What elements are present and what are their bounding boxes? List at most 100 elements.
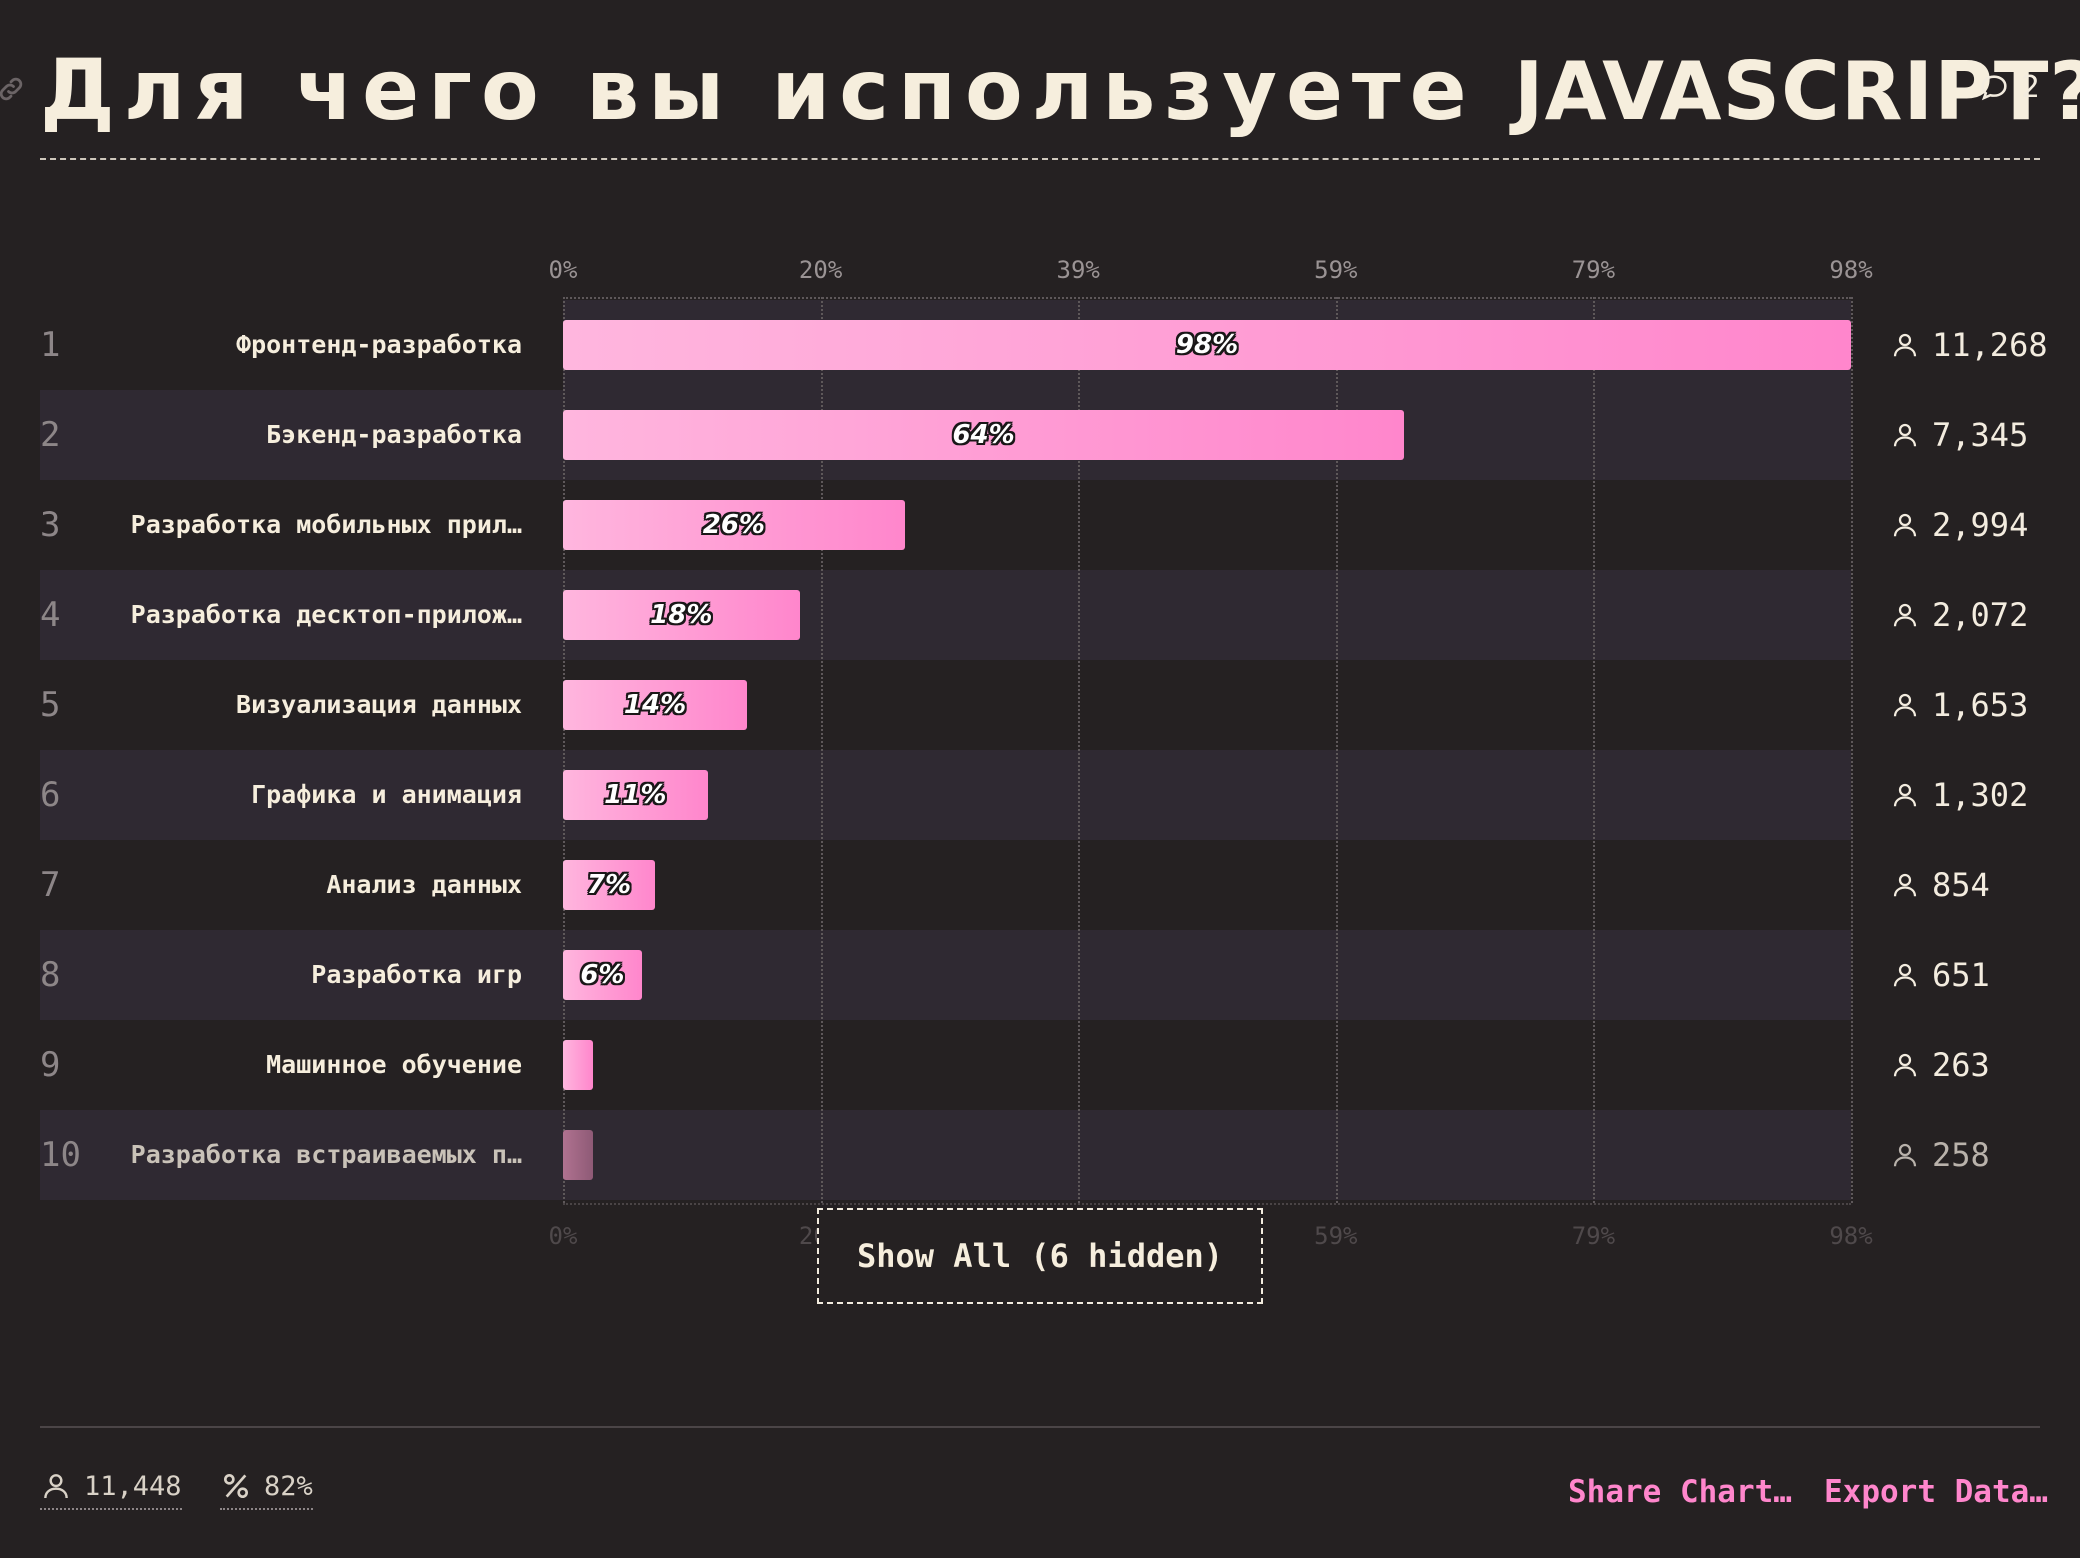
row-count-value: 2,072	[1932, 596, 2029, 634]
gridline	[1335, 297, 1338, 1203]
x-tick-label-top: 39%	[1056, 256, 1100, 284]
x-tick-label-bottom: 98%	[1829, 1222, 1873, 1250]
user-icon	[1893, 1143, 1917, 1167]
percent-stat[interactable]: 82%	[220, 1470, 313, 1510]
user-icon	[1893, 963, 1917, 987]
respondents-count: 11,448	[84, 1470, 182, 1502]
bar[interactable]	[563, 680, 747, 730]
x-tick-label-top: 59%	[1314, 256, 1358, 284]
row-label: Разработка встраиваемых п…	[130, 1140, 522, 1169]
row-rank: 3	[40, 505, 61, 545]
row-label: Графика и анимация	[251, 780, 522, 809]
row-label: Фронтенд-разработка	[236, 330, 522, 359]
row-label: Разработка игр	[311, 960, 522, 989]
percent-value: 82%	[264, 1470, 313, 1502]
bar[interactable]	[563, 500, 905, 550]
row-count: 11,268	[1890, 300, 2048, 390]
bar-chart: 0%0%20%20%39%39%59%59%79%79%98%98%1Фронт…	[40, 256, 2048, 1250]
respondents-stat[interactable]: 11,448	[40, 1470, 182, 1510]
row-count-value: 11,268	[1932, 326, 2048, 364]
row-count-value: 263	[1932, 1046, 1990, 1084]
row-label: Бэкенд-разработка	[266, 420, 522, 449]
row-rank: 4	[40, 595, 61, 635]
row-label: Анализ данных	[326, 870, 522, 899]
user-icon	[1893, 333, 1917, 357]
user-icon	[44, 1474, 68, 1499]
bar[interactable]	[563, 770, 708, 820]
user-icon	[1893, 783, 1917, 807]
bar[interactable]	[563, 1130, 594, 1180]
title-main: Для чего вы используете	[40, 41, 1476, 139]
comment-icon	[1981, 74, 2007, 100]
row-count: 7,345	[1890, 390, 2028, 480]
row-label: Разработка мобильных прил…	[130, 510, 522, 539]
x-tick-label-top: 20%	[798, 256, 843, 284]
comments-button[interactable]: 2	[1977, 70, 2040, 105]
gridline	[1593, 297, 1596, 1203]
row-count: 2,072	[1890, 570, 2028, 660]
row-count-value: 1,653	[1932, 686, 2029, 724]
gridline	[1078, 297, 1081, 1203]
user-icon	[1893, 693, 1917, 717]
row-count: 2,994	[1890, 480, 2028, 570]
row-background	[40, 1110, 1851, 1200]
bar[interactable]	[563, 1040, 594, 1090]
bar-value-label: 64%	[952, 420, 1015, 450]
footer-divider	[40, 1426, 2040, 1428]
row-rank: 6	[40, 775, 61, 815]
row-label: Разработка десктоп-прилож…	[130, 600, 522, 629]
gridline	[563, 297, 565, 1203]
user-icon	[1893, 513, 1917, 537]
x-tick-label-bottom: 79%	[1571, 1222, 1616, 1250]
share-chart-link[interactable]: Share Chart…	[1568, 1474, 1792, 1510]
export-data-link[interactable]: Export Data…	[1824, 1474, 2048, 1510]
bar[interactable]	[563, 320, 1851, 370]
gridline	[820, 297, 823, 1203]
show-all-button[interactable]: Show All (6 hidden)	[817, 1208, 1263, 1304]
bar[interactable]	[563, 590, 800, 640]
user-icon	[1893, 603, 1917, 627]
row-rank: 2	[40, 415, 61, 455]
row-count: 1,302	[1890, 750, 2028, 840]
bar[interactable]	[563, 950, 642, 1000]
link-icon[interactable]	[0, 74, 26, 104]
row-count-value: 1,302	[1932, 776, 2029, 814]
bar-value-label: 11%	[604, 780, 667, 810]
row-label: Визуализация данных	[236, 690, 522, 719]
bar[interactable]	[563, 860, 655, 910]
row-background	[40, 570, 1851, 660]
row-count: 1,653	[1890, 660, 2028, 750]
row-count: 854	[1890, 840, 1990, 930]
row-rank: 9	[40, 1045, 61, 1085]
axis-top-line	[563, 297, 1851, 299]
gridline	[1851, 297, 1853, 1203]
row-rank: 1	[40, 325, 61, 365]
axis-bottom-line	[563, 1203, 1851, 1205]
row-count: 258	[1890, 1110, 1990, 1200]
bar-value-label: 18%	[650, 600, 713, 630]
row-label: Машинное обучение	[266, 1050, 522, 1079]
user-icon	[1893, 423, 1917, 447]
row-count-value: 258	[1932, 1136, 1990, 1174]
row-rank: 5	[40, 685, 61, 725]
row-background	[40, 930, 1851, 1020]
x-tick-label-top: 79%	[1571, 256, 1616, 284]
user-icon	[1893, 1053, 1917, 1077]
comment-count: 2	[2020, 70, 2040, 105]
row-rank: 7	[40, 865, 61, 905]
row-count-value: 854	[1932, 866, 1990, 904]
bar-value-label: 98%	[1175, 330, 1239, 360]
row-count: 263	[1890, 1020, 1990, 1110]
row-background	[40, 750, 1851, 840]
x-tick-label-bottom: 0%	[548, 1222, 578, 1250]
row-count: 651	[1890, 930, 1990, 1020]
row-count-value: 2,994	[1932, 506, 2029, 544]
page-title: Для чего вы используете JAVASCRIPT?	[40, 40, 2080, 142]
x-tick-label-top: 98%	[1829, 256, 1873, 284]
bar-value-label: 26%	[702, 510, 765, 540]
chart-header: Для чего вы используете JAVASCRIPT? 2	[0, 30, 2080, 160]
row-rank: 10	[40, 1135, 81, 1175]
bar-value-label: 6%	[580, 960, 625, 990]
bar[interactable]	[563, 410, 1405, 460]
bar-value-label: 7%	[586, 870, 632, 900]
